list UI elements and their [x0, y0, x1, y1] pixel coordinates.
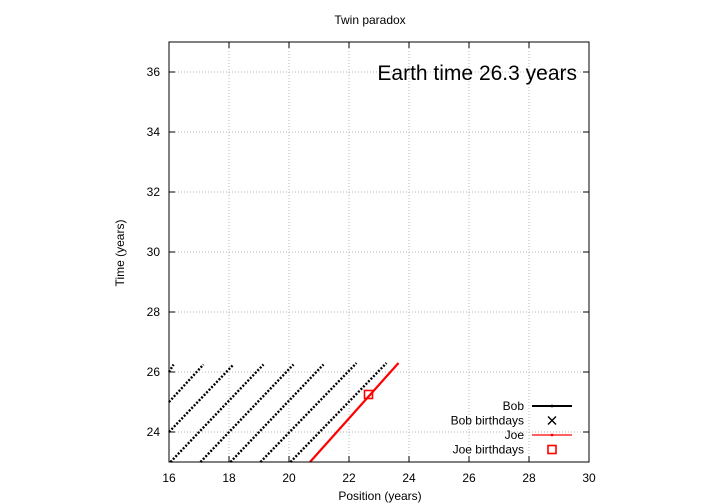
legend-point-swatch [550, 433, 554, 437]
y-tick-label: 34 [147, 125, 161, 139]
joe-worldline [309, 362, 400, 463]
x-tick-label: 22 [342, 471, 356, 485]
legend-label: Bob birthdays [451, 414, 524, 428]
x-tick-label: 26 [462, 471, 476, 485]
legend-square-swatch [547, 444, 557, 455]
x-tick-label: 18 [222, 471, 236, 485]
legend-label: Joe birthdays [453, 443, 524, 457]
earth-time-annotation: Earth time 26.3 years [377, 62, 577, 85]
y-axis-title: Time (years) [113, 220, 127, 287]
axis-ticks: 16 18 20 22 24 26 28 30 24 26 28 30 32 34 36 [147, 42, 596, 485]
x-tick-label: 20 [282, 471, 296, 485]
y-tick-label: 26 [147, 365, 161, 379]
bob-worldline [229, 363, 325, 463]
legend-label: Bob [503, 399, 525, 413]
y-tick-label: 28 [147, 305, 161, 319]
legend-x-swatch [547, 416, 557, 425]
y-tick-label: 30 [147, 245, 161, 259]
bob-worldline [259, 362, 358, 463]
joe-birthday-marker [363, 389, 374, 400]
y-tick-label: 24 [147, 425, 161, 439]
legend-point-swatch [550, 404, 554, 408]
x-tick-label: 28 [522, 471, 536, 485]
bob-worldline [168, 363, 205, 403]
series-layer [167, 362, 400, 463]
bob-worldline [289, 362, 388, 463]
bob-worldline [167, 363, 175, 373]
chart-title: Twin paradox [334, 13, 405, 27]
x-tick-label: 30 [582, 471, 596, 485]
x-tick-label: 24 [402, 471, 416, 485]
bob-worldline [199, 363, 295, 463]
y-tick-label: 36 [147, 65, 161, 79]
x-tick-label: 16 [162, 471, 176, 485]
x-axis-title: Position (years) [338, 489, 421, 503]
legend-label: Joe [505, 428, 525, 442]
y-tick-label: 32 [147, 185, 161, 199]
bob-worldline [169, 363, 265, 463]
bob-worldline [168, 363, 235, 433]
